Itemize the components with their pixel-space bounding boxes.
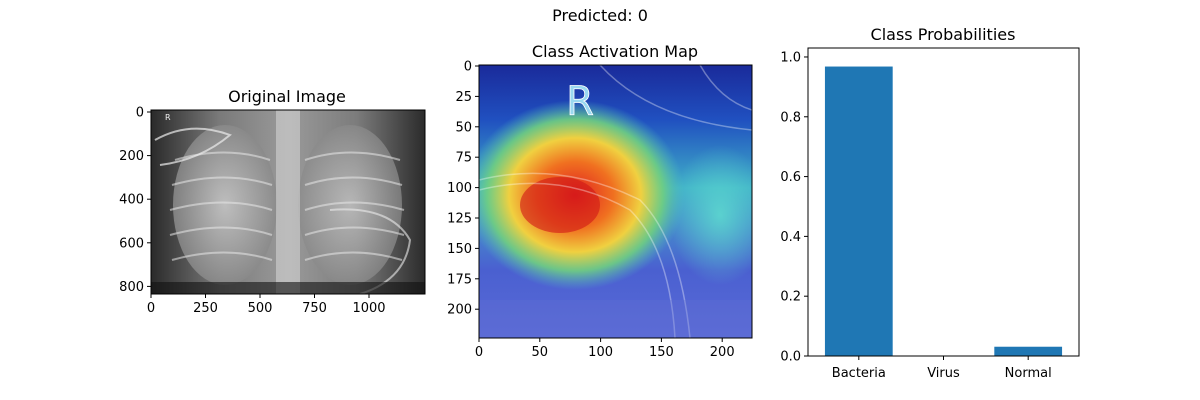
bar-bacteria bbox=[824, 66, 893, 357]
original-image-x-tick-label: 1000 bbox=[352, 301, 385, 316]
probability-chart-title: Class Probabilities bbox=[871, 25, 1016, 44]
cam-panel: Class Activation Map R 0 50 100 150 200 0 25 50… bbox=[447, 42, 753, 361]
figure-suptitle: Predicted: 0 bbox=[552, 6, 648, 25]
original-image-y-tick-label: 200 bbox=[119, 149, 144, 164]
cam-y-tick-label: 125 bbox=[447, 212, 472, 227]
y-tick-label: 0.8 bbox=[780, 110, 801, 125]
cam-y-tick-label: 75 bbox=[455, 151, 472, 166]
original-image-title: Original Image bbox=[228, 87, 346, 106]
original-image-x-tick-label: 750 bbox=[302, 301, 327, 316]
y-tick-label: 0.6 bbox=[780, 170, 801, 185]
x-tick-label-bacteria: Bacteria bbox=[832, 366, 886, 381]
original-image-y-tick-label: 800 bbox=[119, 280, 144, 295]
cam-y-tick-label: 100 bbox=[447, 181, 472, 196]
probability-chart: Class Probabilities 0.0 0.2 0.4 0.6 0.8 1.0 B… bbox=[780, 25, 1080, 381]
bar-normal bbox=[994, 346, 1063, 356]
original-image-x-tick-label: 250 bbox=[193, 301, 218, 316]
x-tick-label-virus: Virus bbox=[927, 366, 960, 381]
cam-x-tick-label: 0 bbox=[475, 345, 483, 360]
x-tick-label-normal: Normal bbox=[1005, 366, 1052, 381]
cam-y-tick-label: 25 bbox=[455, 90, 472, 105]
y-axis: 0.0 0.2 0.4 0.6 0.8 1.0 bbox=[780, 50, 808, 365]
y-tick-label: 1.0 bbox=[780, 50, 801, 65]
original-image-panel: Original Image R 0 250 500 750 1000 0 200 400 60… bbox=[119, 87, 426, 317]
x-axis: Bacteria Virus Normal bbox=[832, 356, 1052, 381]
cam-axes: 0 50 100 150 200 0 25 50 75 100 125 150 175 200 bbox=[447, 60, 734, 361]
original-image-y-tick-label: 600 bbox=[119, 236, 144, 251]
cam-y-tick-label: 150 bbox=[447, 242, 472, 257]
cam-y-tick-label: 200 bbox=[447, 303, 472, 318]
original-image-y-tick-label: 400 bbox=[119, 193, 144, 208]
cam-x-tick-label: 150 bbox=[649, 345, 674, 360]
original-image-x-tick-label: 0 bbox=[147, 301, 155, 316]
original-image-axes: 0 250 500 750 1000 0 200 400 600 800 bbox=[119, 106, 385, 317]
original-image-x-tick-label: 500 bbox=[248, 301, 273, 316]
cam-y-tick-label: 50 bbox=[455, 120, 472, 135]
original-image-y-tick-label: 0 bbox=[136, 106, 144, 121]
cam-heatmap: R bbox=[479, 65, 752, 338]
cam-marker-label: R bbox=[566, 79, 594, 125]
xray-image: R bbox=[151, 110, 425, 294]
cam-x-tick-label: 100 bbox=[588, 345, 613, 360]
bar-area bbox=[824, 66, 1063, 357]
y-tick-label: 0.0 bbox=[780, 350, 801, 365]
y-tick-label: 0.4 bbox=[780, 230, 801, 245]
cam-y-tick-label: 175 bbox=[447, 272, 472, 287]
cam-x-tick-label: 50 bbox=[532, 345, 549, 360]
cam-y-tick-label: 0 bbox=[464, 60, 472, 75]
xray-marker-label: R bbox=[165, 113, 171, 122]
cam-title: Class Activation Map bbox=[532, 42, 698, 61]
cam-x-tick-label: 200 bbox=[710, 345, 735, 360]
y-tick-label: 0.2 bbox=[780, 290, 801, 305]
